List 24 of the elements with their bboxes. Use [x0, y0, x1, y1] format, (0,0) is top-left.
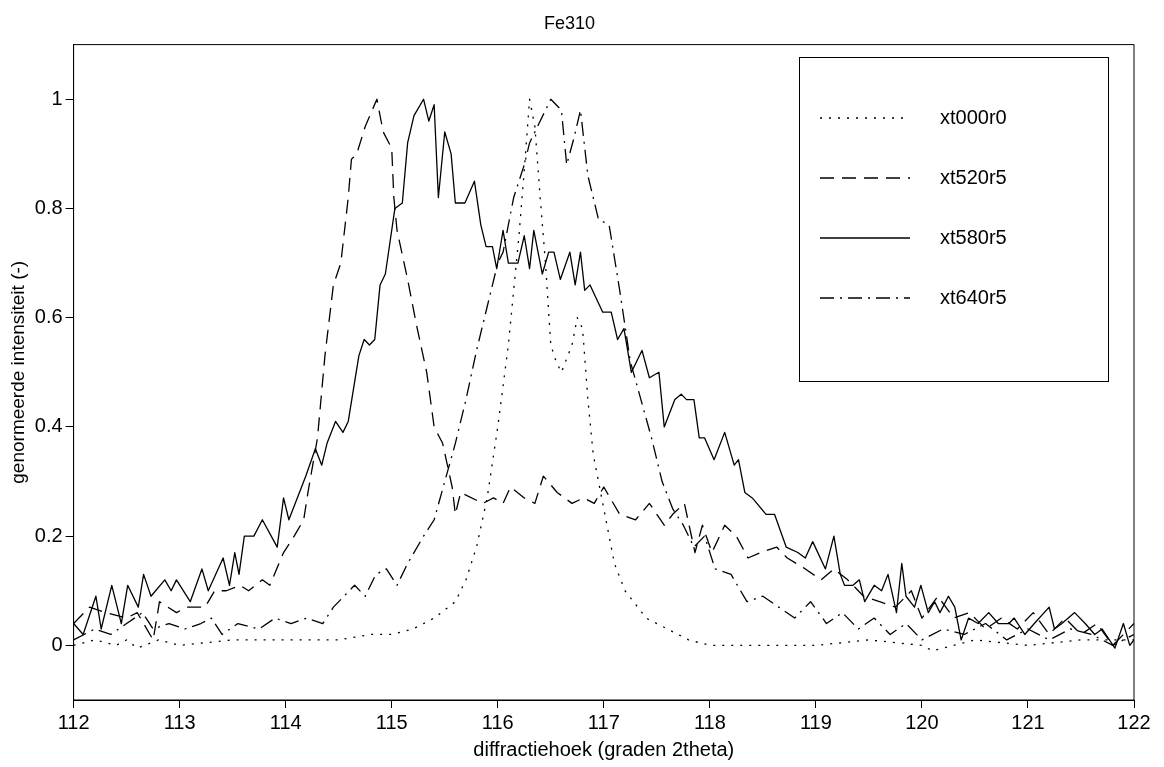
legend-label: xt640r5 — [940, 286, 1007, 310]
y-tick-label: 0.6 — [34, 305, 63, 328]
y-tick-label: 0.2 — [34, 523, 63, 546]
legend-label: xt520r5 — [940, 166, 1007, 190]
x-tick-label: 115 — [375, 710, 408, 733]
x-tick-label: 116 — [481, 710, 514, 733]
x-tick-label: 117 — [587, 710, 620, 733]
y-tick-label: 1 — [51, 86, 63, 109]
y-axis-title: genormeerde intensiteit (-) — [6, 260, 28, 484]
y-tick-label: 0 — [51, 632, 63, 655]
x-axis-title: diffractiehoek (graden 2theta) — [473, 737, 735, 760]
x-tick-label: 118 — [693, 710, 726, 733]
x-tick-label: 122 — [1117, 710, 1151, 733]
x-tick-label: 119 — [799, 710, 832, 733]
x-tick-label: 114 — [269, 710, 302, 733]
x-tick-label: 112 — [57, 710, 90, 733]
x-tick-label: 113 — [163, 710, 196, 733]
x-tick-label: 120 — [905, 710, 939, 733]
x-tick-label: 121 — [1011, 710, 1045, 733]
legend-label: xt000r0 — [940, 106, 1007, 130]
chart-title: Fe310 — [543, 12, 596, 33]
legend-label: xt580r5 — [940, 226, 1007, 250]
y-tick-label: 0.4 — [34, 414, 63, 437]
y-tick-label: 0.8 — [34, 195, 63, 218]
